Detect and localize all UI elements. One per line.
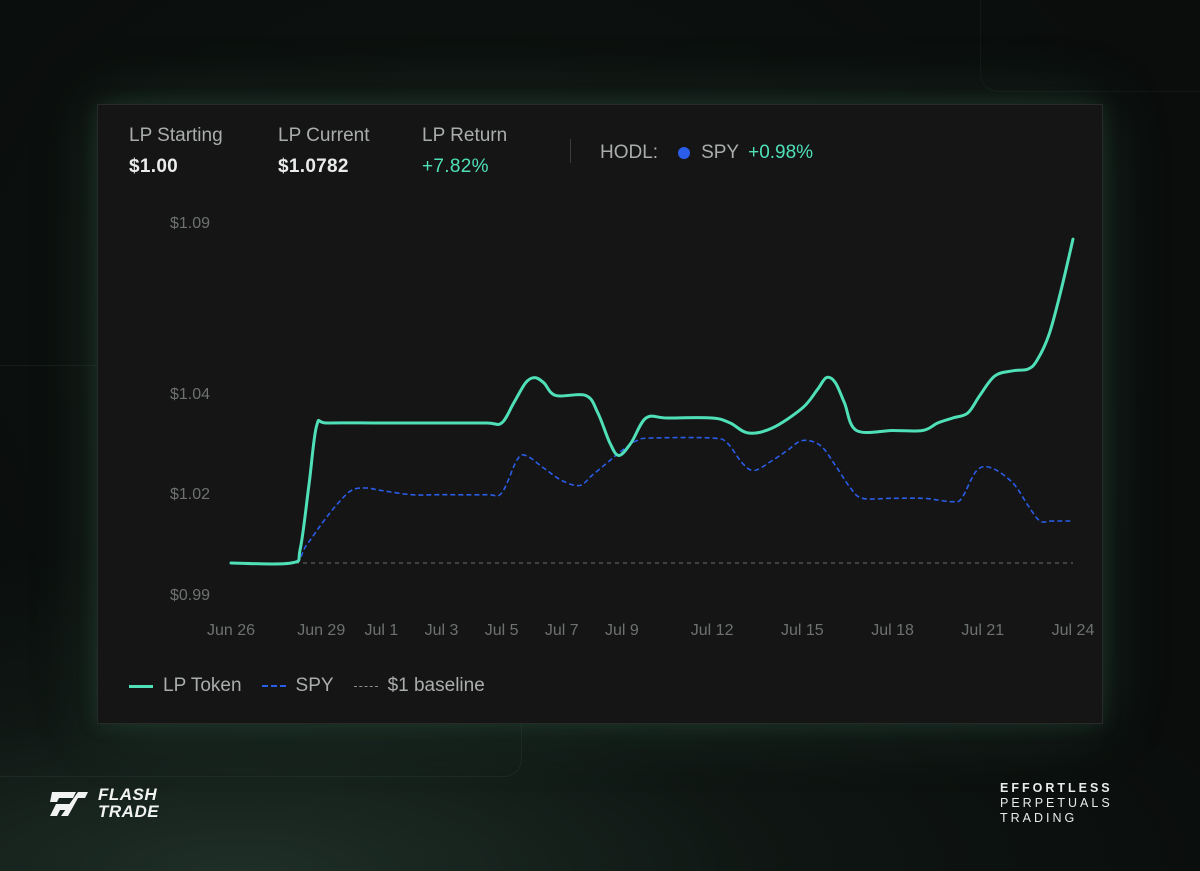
y-tick-label: $1.09 (170, 215, 210, 232)
background-frame-top (980, 0, 1200, 92)
series-line-lp-token (229, 237, 1075, 566)
flash-trade-logo-icon (50, 792, 88, 816)
x-tick-label: Jun 26 (207, 622, 255, 639)
stat-lp-starting: LP Starting $1.00 (129, 125, 223, 178)
x-tick-label: Jul 1 (364, 622, 398, 639)
x-tick-label: Jul 24 (1052, 622, 1095, 639)
stat-lp-current: LP Current $1.0782 (278, 125, 370, 178)
hodl-symbol: SPY (701, 142, 740, 163)
stat-label: LP Return (422, 125, 508, 146)
x-tick-label: Jul 3 (425, 622, 459, 639)
tagline: EFFORTLESS PERPETUALS TRADING (1000, 781, 1113, 826)
legend-label: $1 baseline (387, 675, 485, 696)
stat-value: +7.82% (422, 156, 489, 177)
brand-line-1: FLASH (98, 785, 158, 804)
line-chart: $1.09 $1.04 $1.02 $0.99 Jun 26 Jun 29 Jul 1 Jul… (170, 215, 1095, 639)
x-tick-label: Jul 5 (485, 622, 519, 639)
tagline-line-3: TRADING (1000, 811, 1078, 825)
tagline-line-1: EFFORTLESS (1000, 781, 1113, 795)
stat-value: $1.0782 (278, 156, 349, 177)
legend-swatch-baseline (353, 685, 378, 687)
x-tick-label: Jul 9 (605, 622, 639, 639)
x-tick-label: Jul 12 (691, 622, 734, 639)
legend-item-spy: SPY (261, 675, 334, 697)
brand-line-2: TRADE (98, 802, 160, 821)
hodl-change: +0.98% (748, 142, 814, 163)
legend-swatch-lp-token (129, 684, 153, 688)
tagline-line-2: PERPETUALS (1000, 796, 1113, 810)
legend-swatch-spy (261, 685, 286, 687)
x-tick-label: Jul 7 (545, 622, 579, 639)
hodl-label: HODL: (600, 142, 659, 163)
legend-label: SPY (295, 675, 334, 696)
stat-value: $1.00 (129, 156, 179, 177)
stat-label: LP Current (278, 125, 370, 146)
x-tick-label: Jun 29 (297, 622, 345, 639)
series-line-spy (230, 436, 1073, 566)
stat-label: LP Starting (129, 125, 223, 146)
x-tick-label: Jul 21 (961, 622, 1004, 639)
x-tick-label: Jul 18 (871, 622, 914, 639)
x-tick-label: Jul 15 (781, 622, 824, 639)
stats-divider (570, 139, 571, 163)
y-tick-label: $1.04 (170, 386, 210, 403)
stat-lp-return: LP Return +7.82% (422, 125, 507, 178)
chart-legend: LP Token SPY $1 baseline (129, 675, 505, 697)
y-tick-label: $0.99 (170, 587, 210, 604)
legend-label: LP Token (163, 675, 242, 696)
chart-card: LP Starting $1.00 LP Current $1.0782 LP … (97, 104, 1103, 724)
hodl-comparison: HODL: SPY +0.98% (600, 142, 813, 164)
flash-trade-logo: FLASH TRADE (46, 786, 159, 820)
legend-item-baseline: $1 baseline (353, 675, 485, 697)
legend-item-lp-token: LP Token (129, 675, 242, 697)
spy-dot-icon (678, 147, 691, 159)
y-tick-label: $1.02 (170, 486, 210, 503)
brand-name: FLASH TRADE (98, 786, 159, 820)
